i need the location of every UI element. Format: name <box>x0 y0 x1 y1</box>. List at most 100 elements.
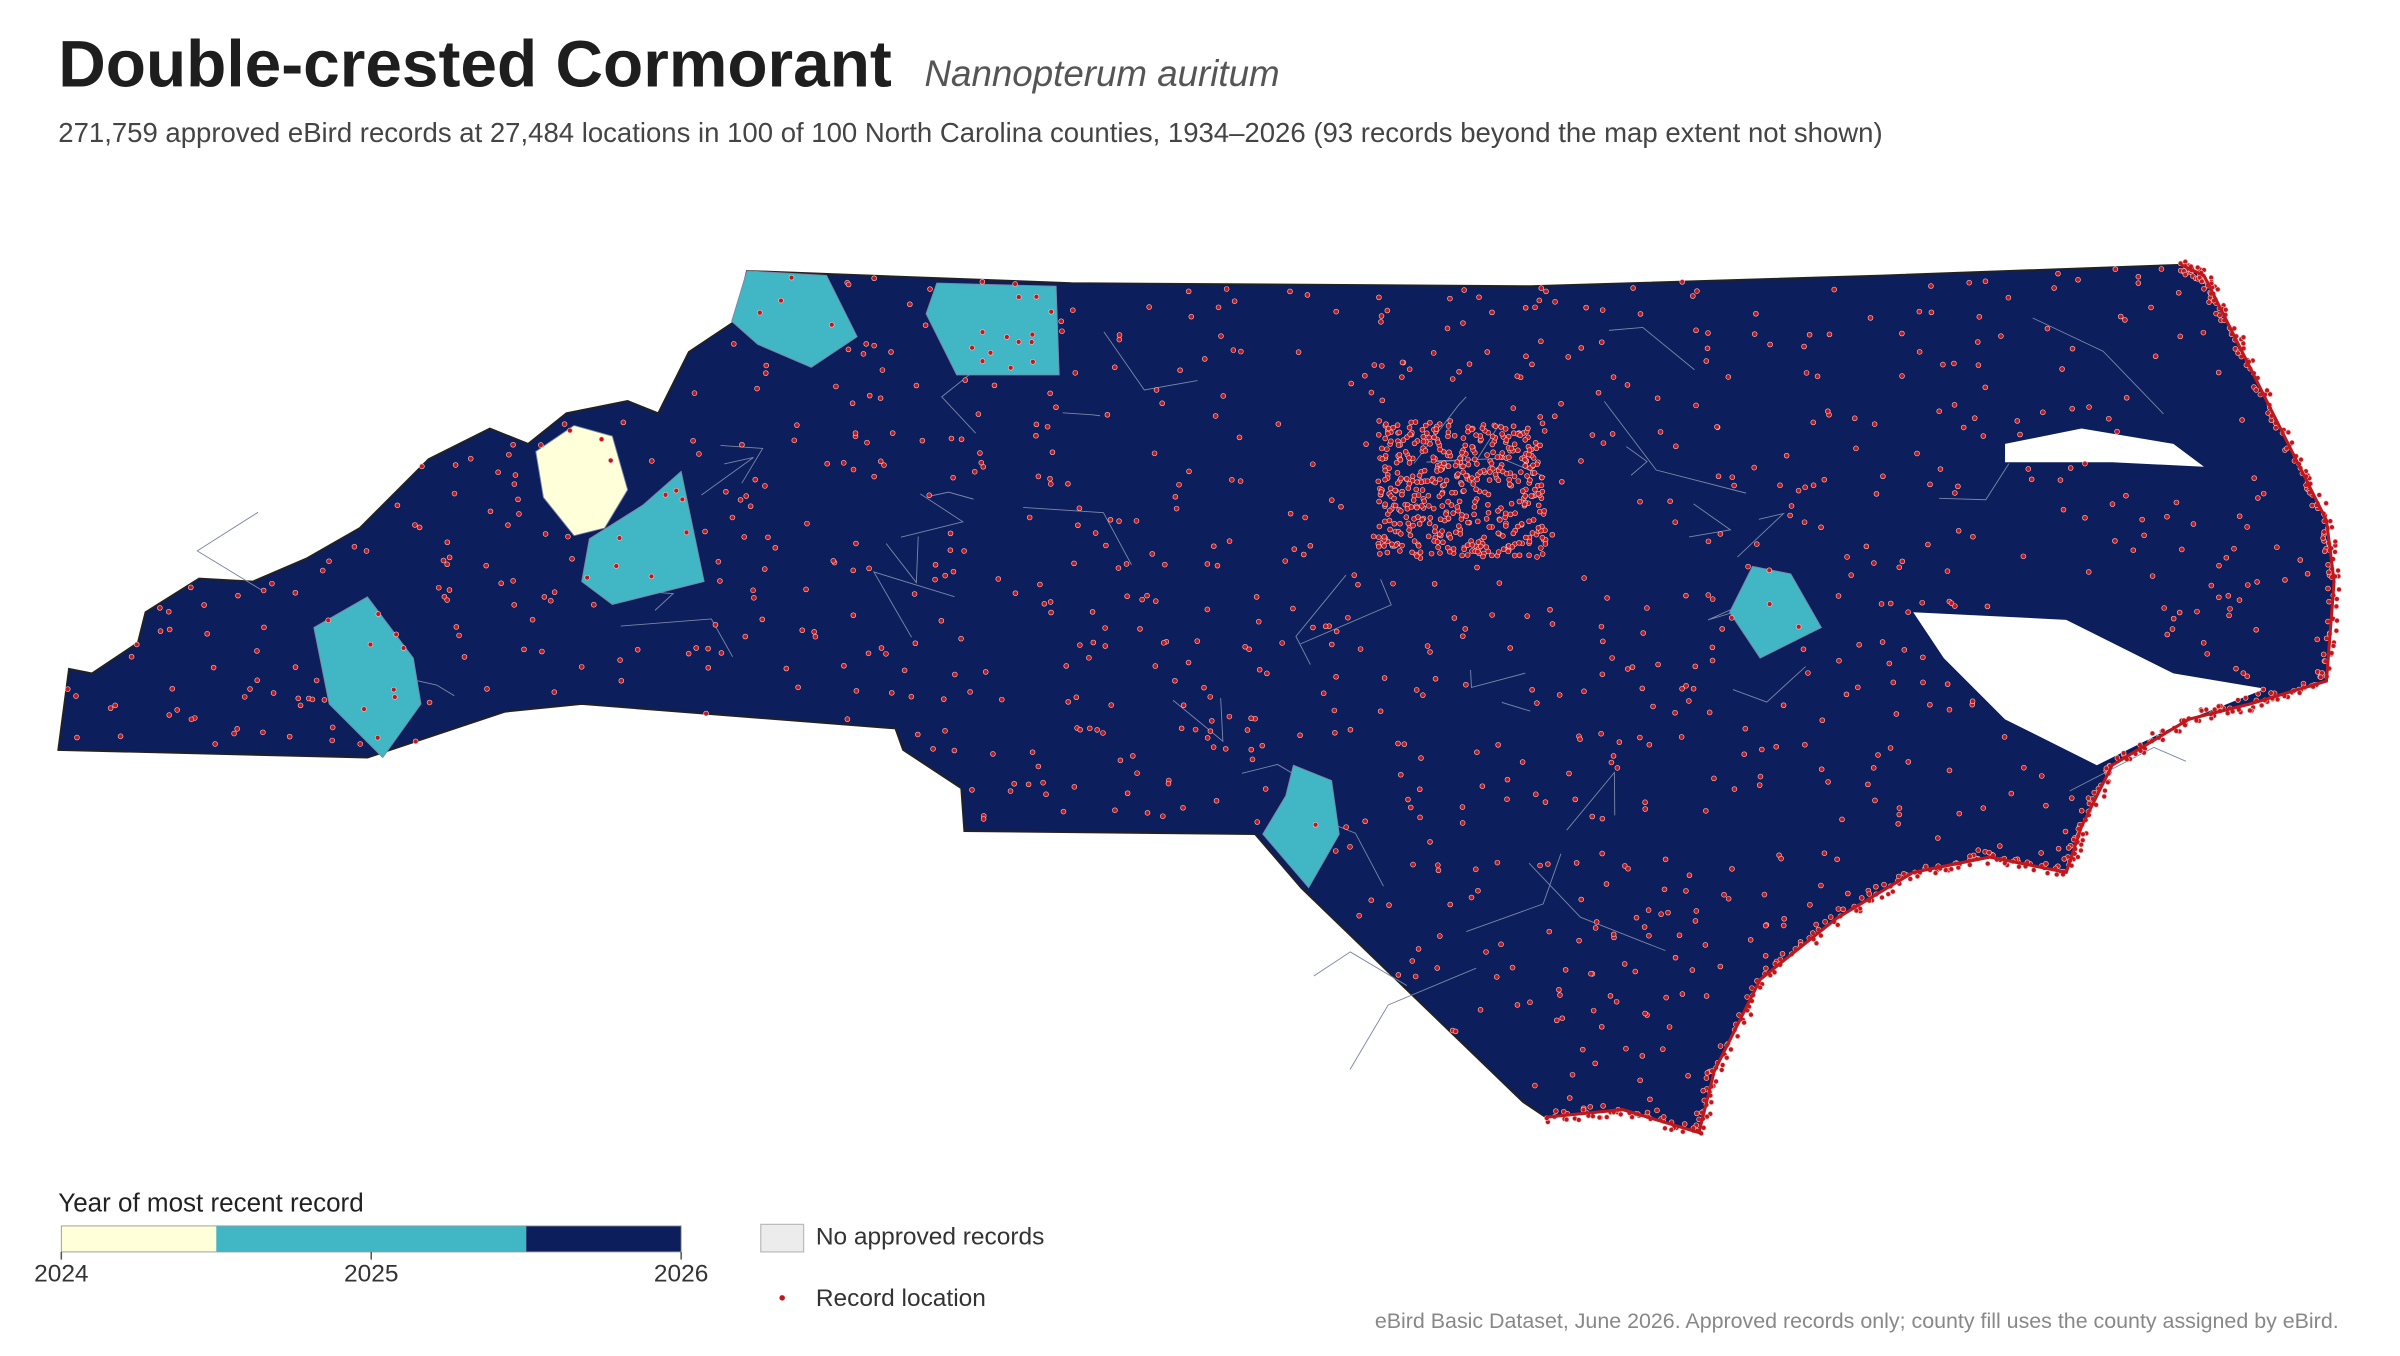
record-dot <box>2065 845 2072 851</box>
record-dot <box>2327 518 2334 524</box>
record-dot <box>1543 288 1549 295</box>
record-dot <box>1593 919 1600 925</box>
record-dot <box>952 671 958 678</box>
record-dot <box>1162 561 1168 568</box>
record-dot <box>1702 942 1709 948</box>
record-dot <box>1431 434 1437 441</box>
record-dot <box>1459 512 1465 518</box>
record-dot <box>742 633 749 640</box>
record-dot <box>1407 804 1414 811</box>
record-dot <box>1865 781 1871 788</box>
record-dot <box>1644 1109 1651 1116</box>
record-dot <box>2236 513 2243 519</box>
record-dot <box>2075 277 2081 283</box>
record-dot <box>1047 390 1053 397</box>
record-dot <box>1690 685 1697 692</box>
county-border <box>1501 701 1531 712</box>
record-dot <box>539 648 545 655</box>
record-dot <box>461 654 468 660</box>
record-dot <box>1920 679 1926 686</box>
record-dot <box>2005 294 2012 301</box>
record-dot <box>112 702 118 709</box>
record-dot <box>1583 304 1589 311</box>
record-dot <box>1893 711 1900 717</box>
record-dot <box>850 567 856 574</box>
record-dot <box>510 442 516 448</box>
record-dot <box>1430 350 1437 356</box>
record-dot <box>1975 847 1982 853</box>
record-dot <box>1456 523 1462 529</box>
record-dot <box>763 362 770 369</box>
record-dot <box>747 503 754 510</box>
record-dot <box>2244 524 2250 530</box>
county-border <box>1603 401 1747 494</box>
record-dot <box>1672 954 1679 961</box>
record-dot <box>394 502 401 509</box>
record-dot <box>1094 727 1100 733</box>
record-dot <box>1919 599 1925 606</box>
record-dot <box>2106 415 2112 422</box>
record-dot <box>2199 278 2205 285</box>
record-dot <box>2082 515 2088 521</box>
record-dot <box>1104 412 1111 418</box>
record-dot <box>1389 541 1395 547</box>
record-dot <box>840 460 847 466</box>
record-dot <box>1075 522 1081 529</box>
record-dot <box>1589 432 1596 438</box>
record-dot <box>1673 443 1679 450</box>
record-dot <box>1522 493 1528 499</box>
record-dot <box>1445 463 1452 469</box>
record-dot <box>1639 685 1646 692</box>
record-dot <box>1406 527 1412 533</box>
record-dot <box>1406 366 1413 373</box>
record-dot <box>1692 663 1699 670</box>
record-dot <box>2120 750 2127 756</box>
record-dot <box>2203 706 2210 713</box>
record-dot <box>1411 492 1418 499</box>
record-dot <box>1437 516 1444 523</box>
record-dot <box>1899 373 1905 379</box>
record-dot <box>1333 628 1340 635</box>
record-dot <box>1845 890 1851 897</box>
record-dot <box>1226 538 1233 544</box>
record-dot <box>1537 508 1543 515</box>
record-dot <box>1439 528 1445 534</box>
record-dot <box>483 562 489 569</box>
record-dot <box>1538 545 1544 551</box>
record-dot <box>2332 549 2338 555</box>
record-dot <box>1112 807 1118 813</box>
record-dot <box>2069 405 2075 412</box>
record-dot <box>1512 510 1518 516</box>
record-dot <box>1523 534 1529 541</box>
record-dot <box>1660 1046 1666 1052</box>
record-dot <box>1645 907 1652 913</box>
record-dot <box>1980 433 1987 439</box>
record-dot <box>1731 786 1738 792</box>
record-dot <box>2282 577 2288 583</box>
record-dot <box>1425 533 1432 540</box>
record-dot <box>1402 449 1409 455</box>
record-dot <box>1048 481 1054 487</box>
county-border <box>620 618 733 657</box>
record-dot <box>1413 687 1420 693</box>
record-dot <box>1384 307 1391 314</box>
record-dot <box>739 442 745 448</box>
record-dot <box>1640 630 1646 636</box>
record-dot <box>1887 745 1894 751</box>
record-dot <box>1767 341 1773 348</box>
record-dot <box>1063 663 1069 669</box>
record-dot <box>1835 906 1842 912</box>
record-dot <box>2335 567 2341 574</box>
record-dot <box>1473 432 1479 438</box>
record-dot <box>453 624 460 630</box>
record-dot <box>1997 843 2003 849</box>
record-dot <box>1813 921 1819 928</box>
record-dot <box>1029 331 1036 338</box>
record-dot <box>1469 426 1475 433</box>
record-dot <box>1320 690 1327 697</box>
record-dot <box>1204 561 1211 567</box>
record-dot <box>871 342 877 349</box>
record-dot <box>1418 755 1424 761</box>
record-dot <box>444 597 450 603</box>
record-dot <box>1387 526 1393 533</box>
